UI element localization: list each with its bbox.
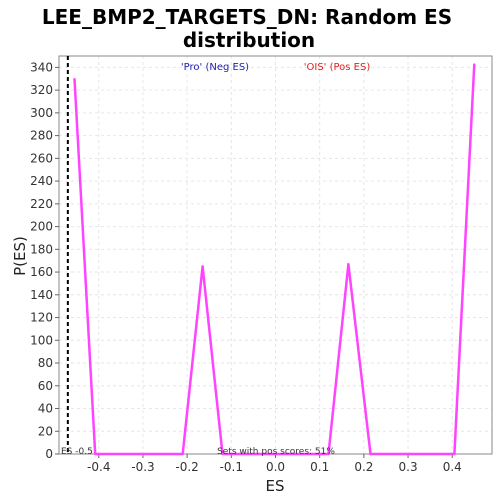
series-group: [73, 63, 476, 456]
x-tick-label: 0.1: [310, 460, 329, 474]
data-point: [327, 453, 330, 455]
data-point: [453, 453, 456, 455]
x-tick-label: 0.2: [354, 460, 373, 474]
es-distribution-line: [73, 63, 476, 456]
data-point: [257, 453, 259, 455]
y-tick-label: 60: [38, 379, 53, 393]
x-tick-label: 0.4: [443, 460, 462, 474]
y-tick-label: 200: [30, 220, 53, 234]
y-tick-label: 220: [30, 197, 53, 211]
y-tick-label: 260: [30, 151, 53, 165]
data-point: [369, 453, 372, 455]
data-point: [164, 453, 166, 455]
x-axis-label: ES: [266, 477, 285, 495]
data-point: [181, 453, 184, 455]
y-tick-label: 80: [38, 356, 53, 370]
x-axis-ticks: -0.4 -0.3 -0.2 -0.1 0.0 0.1 0.2 0.3 0.4: [87, 454, 462, 474]
x-tick-label: -0.4: [87, 460, 110, 474]
y-tick-label: 300: [30, 106, 53, 120]
data-point: [407, 453, 409, 455]
data-point: [389, 453, 392, 455]
y-tick-label: 0: [45, 447, 53, 461]
y-tick-label: 160: [30, 265, 53, 279]
y-axis-label: P(ES): [11, 236, 29, 276]
legend-pos-es: 'OIS' (Pos ES): [304, 62, 371, 73]
chart-title-line-2: distribution: [183, 28, 315, 52]
legend-neg-es: 'Pro' (Neg ES): [181, 62, 249, 73]
data-point: [73, 77, 76, 80]
data-point: [128, 453, 131, 455]
y-tick-label: 20: [38, 424, 53, 438]
y-tick-label: 180: [30, 242, 53, 256]
data-point: [109, 453, 111, 455]
data-point: [347, 263, 350, 265]
data-point: [274, 453, 277, 455]
bottom-center-note: Sets with pos scores: 51%: [217, 447, 335, 457]
y-tick-label: 240: [30, 174, 53, 188]
data-point: [239, 453, 241, 455]
y-tick-label: 320: [30, 83, 53, 97]
y-tick-label: 280: [30, 129, 53, 143]
x-tick-label: -0.1: [220, 460, 243, 474]
grid-lines: [59, 56, 492, 455]
data-point: [424, 453, 427, 455]
data-point: [201, 265, 204, 268]
y-tick-label: 40: [38, 402, 53, 416]
y-tick-label: 120: [30, 311, 53, 325]
data-point: [146, 453, 149, 455]
bottom-left-note: ES -0.5: [61, 447, 93, 457]
y-tick-label: 140: [30, 288, 53, 302]
data-point: [442, 453, 445, 455]
y-tick-label: 100: [30, 333, 53, 347]
data-point: [473, 63, 476, 65]
x-tick-label: -0.2: [175, 460, 198, 474]
y-tick-label: 340: [30, 60, 53, 74]
x-tick-label: -0.3: [131, 460, 154, 474]
data-point: [310, 453, 312, 455]
data-point: [221, 453, 224, 455]
data-point: [94, 453, 96, 455]
data-point: [292, 453, 295, 455]
x-tick-label: 0.3: [399, 460, 418, 474]
x-tick-label: 0.0: [266, 460, 285, 474]
y-axis-ticks: 0 20 40 60 80 100 120 140 160 180 200 220 240 260 280 3…: [30, 60, 59, 461]
chart-title-line-1: LEE_BMP2_TARGETS_DN: Random ES: [42, 5, 452, 29]
